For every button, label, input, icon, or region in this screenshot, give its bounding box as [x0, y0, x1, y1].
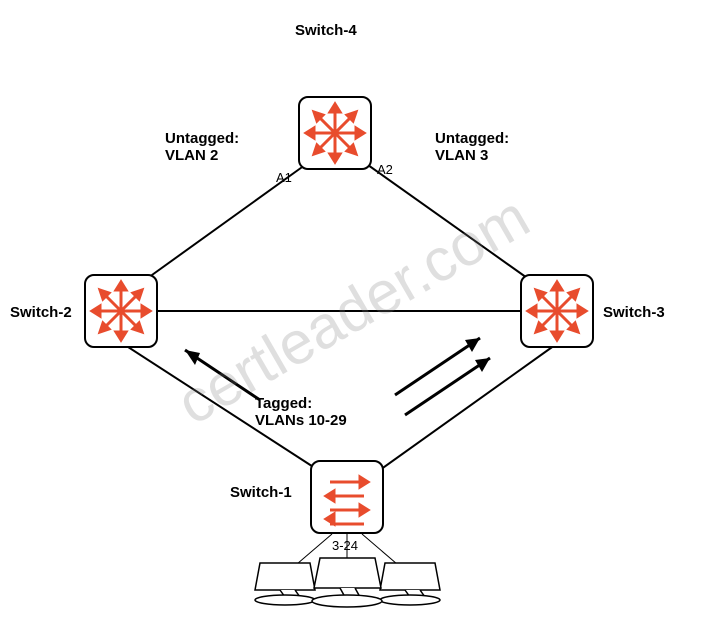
- switch1-node: [310, 460, 384, 534]
- computers-icon: [225, 555, 475, 615]
- switch1-label: Switch-1: [230, 484, 292, 501]
- switch3-label: Switch-3: [603, 304, 665, 321]
- switch4-node: [298, 96, 372, 170]
- edge-sw1-tag-label: Tagged: VLANs 10-29: [255, 395, 347, 429]
- edge-sw4-sw2-label: Untagged: VLAN 2: [165, 130, 239, 164]
- switch4-label: Switch-4: [295, 22, 357, 39]
- edge-sw4-sw3-label: Untagged: VLAN 3: [435, 130, 509, 164]
- switch3-node: [520, 274, 594, 348]
- switch2-node: [84, 274, 158, 348]
- switch2-label: Switch-2: [10, 304, 72, 321]
- port-324-label: 3-24: [332, 538, 358, 553]
- port-a1-label: A1: [276, 170, 292, 185]
- port-a2-label: A2: [377, 162, 393, 177]
